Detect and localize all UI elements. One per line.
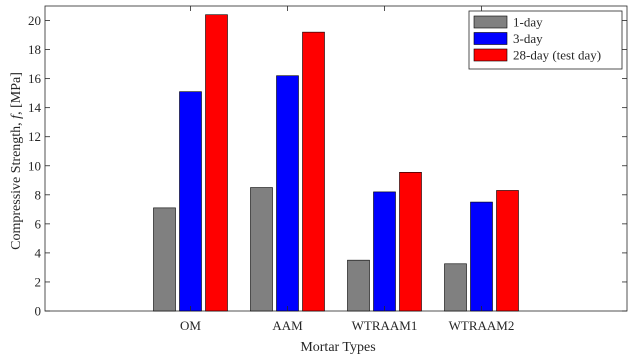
bar [302,31,325,312]
bar [205,14,228,312]
legend-swatch [473,15,508,29]
y-tick-label: 18 [28,42,41,57]
legend-swatch [473,48,508,62]
y-tick-label: 6 [35,216,42,231]
y-axis-label: Compressive Strength, f, [MPa] [9,72,24,250]
x-axis: OM AAM WTRAAM1 WTRAAM2 [180,6,514,333]
bar [444,263,467,312]
y-tick-label: 14 [28,100,42,115]
y-axis-label-variable: f [9,113,24,119]
y-axis-label-prefix: Compressive Strength, [9,119,24,250]
y-tick-label: 2 [35,274,42,289]
x-tick-label: WTRAAM2 [449,318,515,333]
x-tick-label: WTRAAM1 [352,318,418,333]
bars-group [153,14,519,312]
legend-label: 28-day (test day) [513,48,601,63]
x-tick-label: AAM [272,318,303,333]
y-tick-label: 20 [28,13,41,28]
bar [347,259,370,312]
y-tick-label: 0 [35,304,42,319]
y-tick-label: 8 [35,187,42,202]
y-tick-label: 12 [28,129,41,144]
legend-swatch [473,32,508,45]
bar [250,187,273,312]
bar [373,191,396,312]
x-tick-label: OM [180,318,201,333]
y-axis-label-suffix: , [MPa] [9,72,24,115]
bar [399,171,422,312]
bar [153,207,176,312]
legend-label: 1-day [513,15,543,30]
bar [179,91,202,312]
legend-label: 3-day [513,31,543,46]
bar [276,75,299,312]
x-axis-label: Mortar Types [300,340,375,355]
bar [470,201,493,312]
y-tick-label: 10 [28,158,41,173]
y-tick-label: 4 [35,245,42,260]
bar [496,190,519,312]
y-tick-label: 16 [28,71,42,86]
y-axis: 0 2 4 6 8 10 12 14 16 18 20 [28,13,627,319]
